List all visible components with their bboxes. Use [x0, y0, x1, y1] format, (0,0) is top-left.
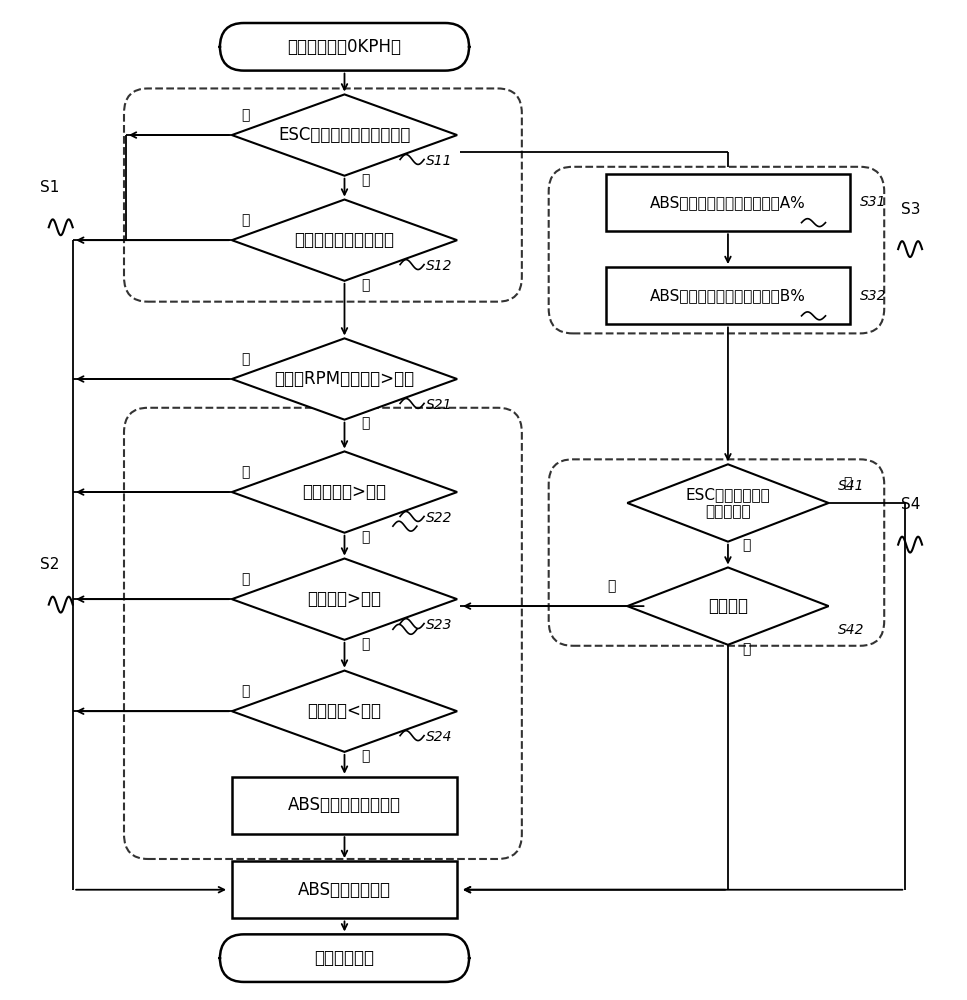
Text: 否: 否: [242, 352, 249, 366]
Text: 重新起动: 重新起动: [708, 597, 747, 615]
Polygon shape: [232, 451, 457, 533]
Text: 否: 否: [242, 213, 249, 227]
Text: 是: 是: [362, 637, 370, 651]
Text: S11: S11: [425, 154, 453, 168]
Text: ABS控制允许的车轮滑移率＋A%: ABS控制允许的车轮滑移率＋A%: [650, 195, 806, 210]
Text: 是: 是: [362, 173, 370, 187]
Text: S22: S22: [425, 511, 453, 525]
Text: 否: 否: [242, 108, 249, 122]
Text: 否: 否: [607, 579, 616, 593]
FancyBboxPatch shape: [220, 23, 469, 71]
Text: 停车后起动（0KPH）: 停车后起动（0KPH）: [287, 38, 401, 56]
Bar: [232, 777, 457, 834]
Text: S24: S24: [425, 730, 453, 744]
Text: S41: S41: [838, 479, 864, 493]
Text: ABS一般控制模式: ABS一般控制模式: [298, 881, 391, 899]
Bar: [605, 267, 850, 324]
Text: 转向角度<阈值: 转向角度<阈值: [308, 702, 382, 720]
Bar: [232, 861, 457, 918]
Polygon shape: [232, 94, 457, 176]
Polygon shape: [628, 464, 829, 542]
Polygon shape: [232, 200, 457, 281]
Text: S2: S2: [40, 557, 59, 572]
Bar: [605, 174, 850, 231]
Polygon shape: [232, 559, 457, 640]
Polygon shape: [232, 338, 457, 420]
FancyBboxPatch shape: [220, 934, 469, 982]
Text: ABS控制允许的车轮减速度＋B%: ABS控制允许的车轮减速度＋B%: [650, 288, 806, 303]
Text: ESC在一挡时处于关闭状态: ESC在一挡时处于关闭状态: [278, 126, 411, 144]
Polygon shape: [232, 671, 457, 752]
Text: 是: 是: [362, 749, 370, 763]
Text: S32: S32: [860, 289, 887, 303]
Text: 起步控制处于开启状态: 起步控制处于开启状态: [295, 231, 395, 249]
Polygon shape: [628, 567, 829, 645]
Text: S4: S4: [900, 497, 920, 512]
Text: S42: S42: [838, 623, 864, 637]
Text: ABS运动控制模式开启: ABS运动控制模式开启: [288, 796, 401, 814]
Text: 一般行驶模式: 一般行驶模式: [314, 949, 374, 967]
Text: 否: 否: [242, 465, 249, 479]
Text: S21: S21: [425, 398, 453, 412]
Text: S23: S23: [425, 618, 453, 632]
Text: S31: S31: [860, 195, 887, 209]
Text: 是: 是: [362, 530, 370, 544]
Text: 否: 否: [242, 572, 249, 586]
Text: S1: S1: [40, 180, 59, 195]
Text: S3: S3: [900, 202, 920, 217]
Text: S12: S12: [425, 259, 453, 273]
Text: 否: 否: [242, 684, 249, 698]
Text: 是: 是: [362, 278, 370, 292]
Text: 发动机RPM变化速度>阈值: 发动机RPM变化速度>阈值: [275, 370, 415, 388]
Text: 车辆加速度>阈值: 车辆加速度>阈值: [303, 483, 387, 501]
Text: 否: 否: [843, 476, 851, 490]
Text: 是: 是: [743, 642, 750, 656]
Text: 车辆速度>阈值: 车辆速度>阈值: [308, 590, 382, 608]
Text: 是: 是: [743, 539, 750, 553]
Text: ESC在一挡时保持
在关闭状态: ESC在一挡时保持 在关闭状态: [686, 487, 771, 519]
Text: 是: 是: [362, 417, 370, 431]
